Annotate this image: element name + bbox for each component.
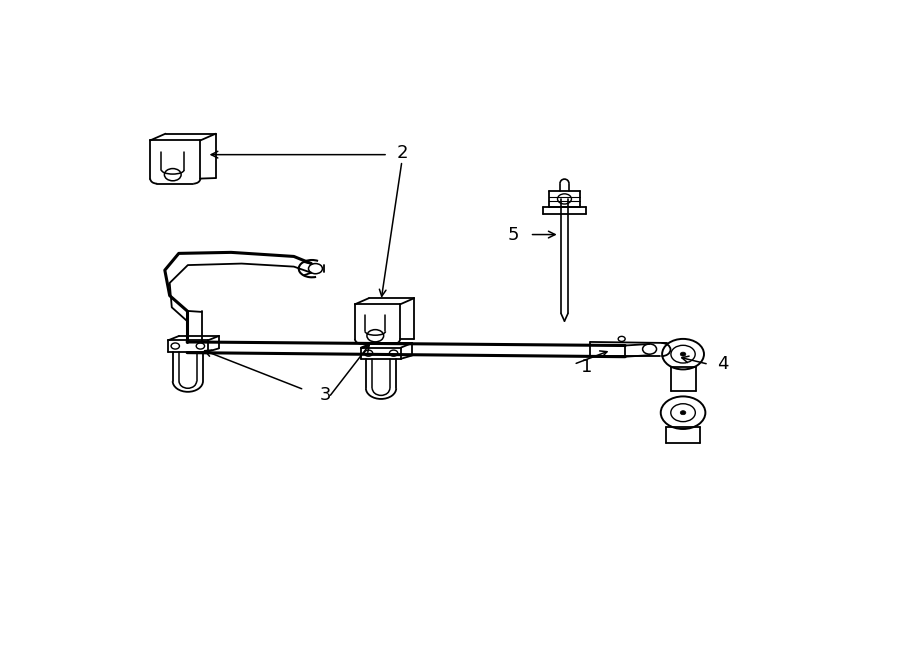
Text: 2: 2	[396, 144, 408, 162]
Circle shape	[680, 410, 686, 414]
Text: 4: 4	[717, 356, 729, 373]
Text: 5: 5	[508, 225, 519, 243]
Circle shape	[680, 352, 686, 356]
Text: 1: 1	[581, 358, 592, 376]
Text: 3: 3	[320, 386, 331, 404]
